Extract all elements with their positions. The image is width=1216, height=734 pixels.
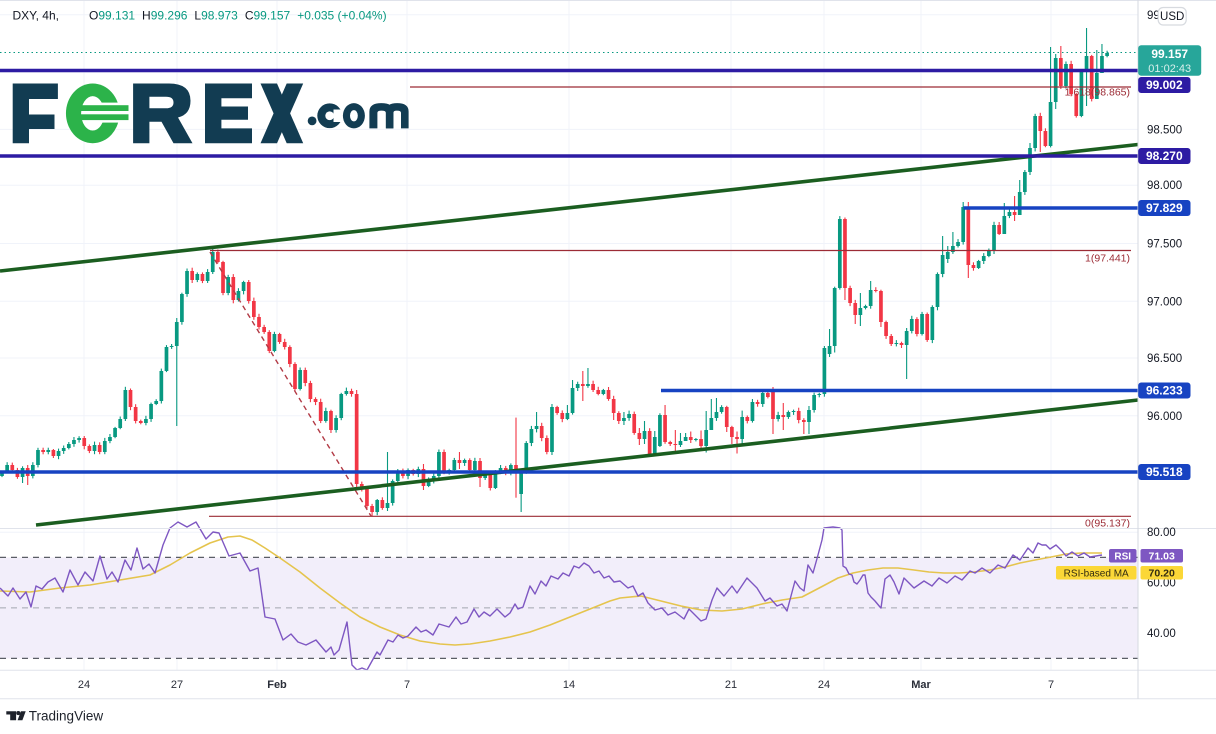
svg-text:TradingView: TradingView xyxy=(29,709,104,724)
svg-text:96.500: 96.500 xyxy=(1147,353,1182,365)
svg-text:7: 7 xyxy=(404,679,410,691)
svg-text:Feb: Feb xyxy=(267,679,287,691)
svg-text:1(97.441): 1(97.441) xyxy=(1085,253,1130,265)
svg-text:0(95.137): 0(95.137) xyxy=(1085,518,1130,530)
svg-text:24: 24 xyxy=(78,679,90,691)
svg-text:Mar: Mar xyxy=(911,679,931,691)
svg-text:97.500: 97.500 xyxy=(1147,239,1182,251)
svg-text:71.03: 71.03 xyxy=(1149,551,1175,563)
svg-text:70.20: 70.20 xyxy=(1149,568,1175,580)
svg-text:60.00: 60.00 xyxy=(1147,578,1176,590)
svg-text:RSI-based MA: RSI-based MA xyxy=(1064,569,1129,580)
svg-text:21: 21 xyxy=(725,679,737,691)
svg-text:95.518: 95.518 xyxy=(1146,465,1183,479)
svg-text:99.002: 99.002 xyxy=(1146,78,1183,92)
svg-text:97.829: 97.829 xyxy=(1146,201,1183,215)
svg-text:99.157: 99.157 xyxy=(1151,47,1188,61)
svg-text:97.000: 97.000 xyxy=(1147,296,1182,308)
svg-text:01:02:43: 01:02:43 xyxy=(1148,63,1191,75)
svg-text:40.00: 40.00 xyxy=(1147,628,1176,640)
svg-text:24: 24 xyxy=(818,679,830,691)
svg-text:14: 14 xyxy=(563,679,575,691)
svg-text:1.618(98.865): 1.618(98.865) xyxy=(1065,87,1130,99)
svg-text:99: 99 xyxy=(1147,10,1160,22)
svg-text:RSI: RSI xyxy=(1114,552,1131,563)
svg-text:98.000: 98.000 xyxy=(1147,180,1182,192)
svg-text:80.00: 80.00 xyxy=(1147,527,1176,539)
svg-text:98.500: 98.500 xyxy=(1147,124,1182,136)
svg-text:98.270: 98.270 xyxy=(1146,149,1183,163)
svg-text:27: 27 xyxy=(171,679,183,691)
svg-text:7: 7 xyxy=(1048,679,1054,691)
svg-text:USD: USD xyxy=(1160,11,1184,23)
svg-text:96.233: 96.233 xyxy=(1146,384,1183,398)
svg-text:96.000: 96.000 xyxy=(1147,411,1182,423)
